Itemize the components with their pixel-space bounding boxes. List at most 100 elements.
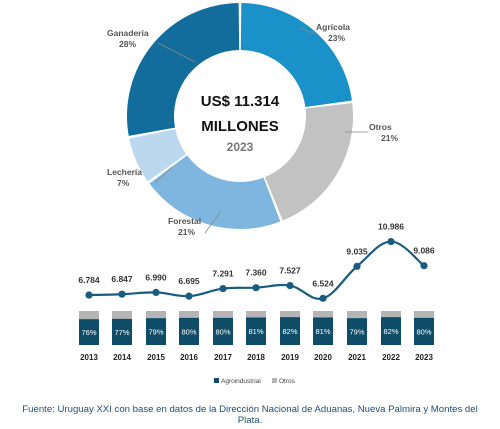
bar-label-2019: 82%	[282, 327, 297, 336]
bar-otros-2020	[313, 311, 333, 318]
bar-agroindustrial-2017	[213, 317, 233, 345]
footer-source: Fuente: Uruguay XXI con base en datos de…	[22, 404, 478, 426]
donut-labels: Agrícola23%Otros21%Forestal21%Lechería7%…	[107, 22, 398, 237]
donut-slice-1	[265, 103, 353, 221]
x-tick-2023: 2023	[415, 353, 433, 362]
bar-label-2015: 79%	[148, 328, 163, 337]
slice-label-4: Ganadería	[107, 28, 149, 38]
line-label-2022: 10.986	[378, 222, 404, 232]
line-label-2014: 6.847	[111, 274, 133, 284]
bar-agroindustrial-2023	[414, 317, 434, 345]
slice-value-4: 28%	[119, 39, 136, 49]
line-point-2014	[118, 290, 126, 298]
leader-line-4	[157, 42, 196, 63]
slice-value-3: 7%	[117, 178, 130, 188]
line-label-2021: 9.035	[346, 246, 368, 256]
x-tick-2022: 2022	[382, 353, 400, 362]
bar-agroindustrial-2019	[280, 317, 300, 345]
bar-label-2018: 81%	[248, 327, 263, 336]
leader-line-3	[154, 166, 173, 184]
bar-agroindustrial-2016	[179, 317, 199, 345]
bar-otros-2021	[347, 311, 367, 319]
donut-slice-4	[126, 3, 240, 136]
bar-otros-2013	[79, 311, 99, 320]
x-tick-2016: 2016	[180, 353, 198, 362]
legend-label-agroindustrial: Agroindustrial	[221, 378, 261, 385]
line-label-2015: 6.990	[145, 272, 167, 282]
x-tick-2020: 2020	[314, 353, 332, 362]
center-amount: US$ 11.314	[201, 93, 280, 110]
line-label-2013: 6.784	[78, 275, 100, 285]
slice-value-0: 23%	[328, 33, 345, 43]
bar-otros-2023	[414, 311, 434, 318]
bar-label-2022: 82%	[383, 327, 398, 336]
bar-label-2023: 80%	[416, 327, 431, 336]
x-tick-2021: 2021	[348, 353, 366, 362]
bar-otros-2022	[381, 311, 401, 318]
bar-otros-2016	[179, 311, 199, 318]
line-label-2020: 6.524	[312, 278, 334, 288]
line-label-2019: 7.527	[279, 266, 301, 276]
line-point-2020	[319, 294, 327, 302]
legend: Agroindustrial Otros	[214, 378, 296, 385]
bar-otros-2019	[280, 311, 300, 318]
bar-otros-2017	[213, 311, 233, 318]
donut-chart	[126, 3, 353, 229]
bar-otros-2018	[246, 311, 266, 318]
line-point-2016	[185, 292, 193, 300]
x-tick-2018: 2018	[247, 353, 265, 362]
bar-label-2014: 77%	[114, 328, 129, 337]
slice-label-2: Forestal	[168, 216, 201, 226]
donut-slice-2	[149, 155, 281, 229]
bar-label-2021: 79%	[349, 328, 364, 337]
line-point-2019	[286, 281, 294, 290]
line-point-2017	[219, 284, 227, 293]
bar-agroindustrial-2021	[347, 318, 367, 345]
line-point-2021	[353, 262, 361, 270]
legend-swatch-otros	[272, 378, 277, 383]
x-tick-2013: 2013	[80, 353, 98, 362]
legend-label-otros: Otros	[279, 378, 296, 385]
center-unit: MILLONES	[201, 118, 279, 135]
leader-line-0	[299, 27, 316, 35]
line-point-2015	[152, 288, 160, 296]
bar-label-2017: 80%	[215, 327, 230, 336]
bar-label-2020: 81%	[315, 327, 330, 336]
slice-label-3: Lechería	[107, 167, 142, 177]
slice-label-1: Otros	[369, 122, 392, 132]
slice-label-0: Agrícola	[316, 22, 350, 32]
bar-agroindustrial-2020	[313, 317, 333, 345]
bar-agroindustrial-2015	[146, 318, 166, 345]
center-year: 2023	[227, 140, 254, 154]
bar-agroindustrial-2018	[246, 317, 266, 345]
x-tick-2014: 2014	[113, 353, 131, 362]
bar-agroindustrial-2014	[112, 318, 132, 345]
line-label-2018: 7.360	[245, 268, 267, 278]
bar-otros-2014	[112, 311, 132, 319]
bar-chart: 76% 2013 77% 2014 79% 2015 80% 2016 80% 2017 81% 20…	[79, 311, 434, 362]
line-point-2022	[387, 237, 395, 246]
bar-label-2013: 76%	[81, 328, 96, 337]
donut-slice-0	[240, 3, 352, 107]
bar-label-2016: 80%	[181, 327, 196, 336]
leader-line-2	[204, 210, 222, 234]
slice-value-2: 21%	[178, 227, 195, 237]
legend-swatch-agroindustrial	[214, 378, 219, 383]
line-point-2013	[85, 291, 93, 299]
line-label-2017: 7.291	[212, 269, 234, 279]
line-label-2023: 9.086	[413, 246, 435, 256]
donut-center-text: US$ 11.314 MILLONES 2023	[201, 93, 280, 154]
bar-agroindustrial-2022	[381, 317, 401, 345]
donut-slice-3	[129, 129, 187, 182]
line-point-2018	[252, 284, 260, 292]
x-tick-2015: 2015	[147, 353, 165, 362]
bar-agroindustrial-2013	[79, 319, 99, 345]
x-tick-2017: 2017	[214, 353, 232, 362]
line-chart: 6.784 6.847 6.990 6.695 7.291 7.360 7.527 6.524…	[78, 222, 435, 302]
line-point-2023	[420, 262, 428, 270]
bar-otros-2015	[146, 311, 166, 319]
x-tick-2019: 2019	[281, 353, 299, 362]
line-label-2016: 6.695	[178, 276, 200, 286]
slice-value-1: 21%	[381, 133, 398, 143]
